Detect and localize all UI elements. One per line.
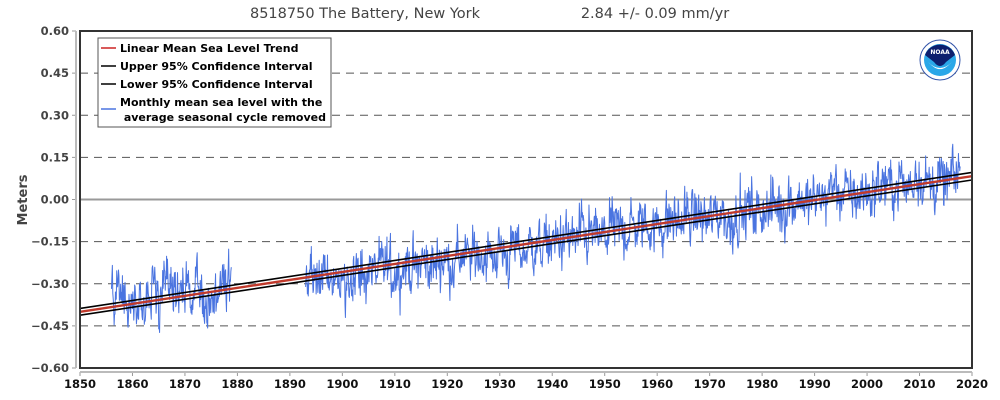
x-tick-label: 1930 xyxy=(484,377,516,391)
y-tick-label: −0.15 xyxy=(31,235,69,249)
x-tick-label: 1880 xyxy=(221,377,253,391)
y-tick-label: −0.60 xyxy=(31,361,69,375)
legend-label-monthly-2: average seasonal cycle removed xyxy=(120,111,326,124)
trend-lines xyxy=(80,171,972,316)
x-tick-label: 1950 xyxy=(589,377,621,391)
x-tick-label: 1860 xyxy=(116,377,148,391)
y-tick-label: −0.45 xyxy=(31,319,69,333)
legend: Linear Mean Sea Level Trend Upper 95% Co… xyxy=(97,37,332,128)
linear-trend-line xyxy=(80,175,972,314)
x-tick-label: 1890 xyxy=(274,377,306,391)
plot-frame xyxy=(79,30,973,369)
x-tick-label: 1990 xyxy=(799,377,831,391)
y-tick-label: 0.60 xyxy=(41,24,69,38)
x-tick-label: 1900 xyxy=(326,377,358,391)
y-axis-ticks: 0.60 0.45 0.30 0.15 0.00 −0.15 −0.30 −0.45 −0.60 xyxy=(31,24,76,375)
monthly-series-line-segment-2 xyxy=(305,143,961,318)
lower-ci-line xyxy=(80,179,972,316)
y-tick-label: 0.45 xyxy=(41,66,69,80)
chart-title: 8518750 The Battery, New York xyxy=(250,6,481,22)
y-tick-label: 0.00 xyxy=(41,193,69,207)
x-tick-label: 1970 xyxy=(694,377,726,391)
legend-label-monthly-1: Monthly mean sea level with the xyxy=(120,96,322,109)
x-tick-label: 1870 xyxy=(169,377,201,391)
x-tick-label: 1980 xyxy=(746,377,778,391)
noaa-logo-text: NOAA xyxy=(930,49,950,56)
x-axis-ticks: 1850 1860 1870 1880 1890 1900 1910 1920 1930 1940… xyxy=(64,372,988,391)
x-tick-label: 1910 xyxy=(379,377,411,391)
x-tick-label: 2010 xyxy=(904,377,936,391)
legend-label-trend: Linear Mean Sea Level Trend xyxy=(120,42,298,55)
x-tick-label: 1960 xyxy=(641,377,673,391)
y-tick-label: −0.30 xyxy=(31,277,69,291)
legend-label-lower-ci: Lower 95% Confidence Interval xyxy=(120,78,313,91)
x-tick-label: 1850 xyxy=(64,377,96,391)
x-tick-label: 2000 xyxy=(851,377,883,391)
y-tick-label: 0.30 xyxy=(41,108,69,122)
legend-label-upper-ci: Upper 95% Confidence Interval xyxy=(120,60,313,73)
upper-ci-line xyxy=(80,171,972,310)
chart-subtitle: 2.84 +/- 0.09 mm/yr xyxy=(581,6,729,22)
x-tick-label: 1940 xyxy=(536,377,568,391)
x-tick-label: 1920 xyxy=(431,377,463,391)
y-axis-label: Meters xyxy=(16,174,31,225)
x-tick-label: 2020 xyxy=(956,377,988,391)
noaa-logo-icon: NOAA xyxy=(919,39,961,81)
legend-box xyxy=(97,37,332,128)
y-tick-label: 0.15 xyxy=(41,150,69,164)
